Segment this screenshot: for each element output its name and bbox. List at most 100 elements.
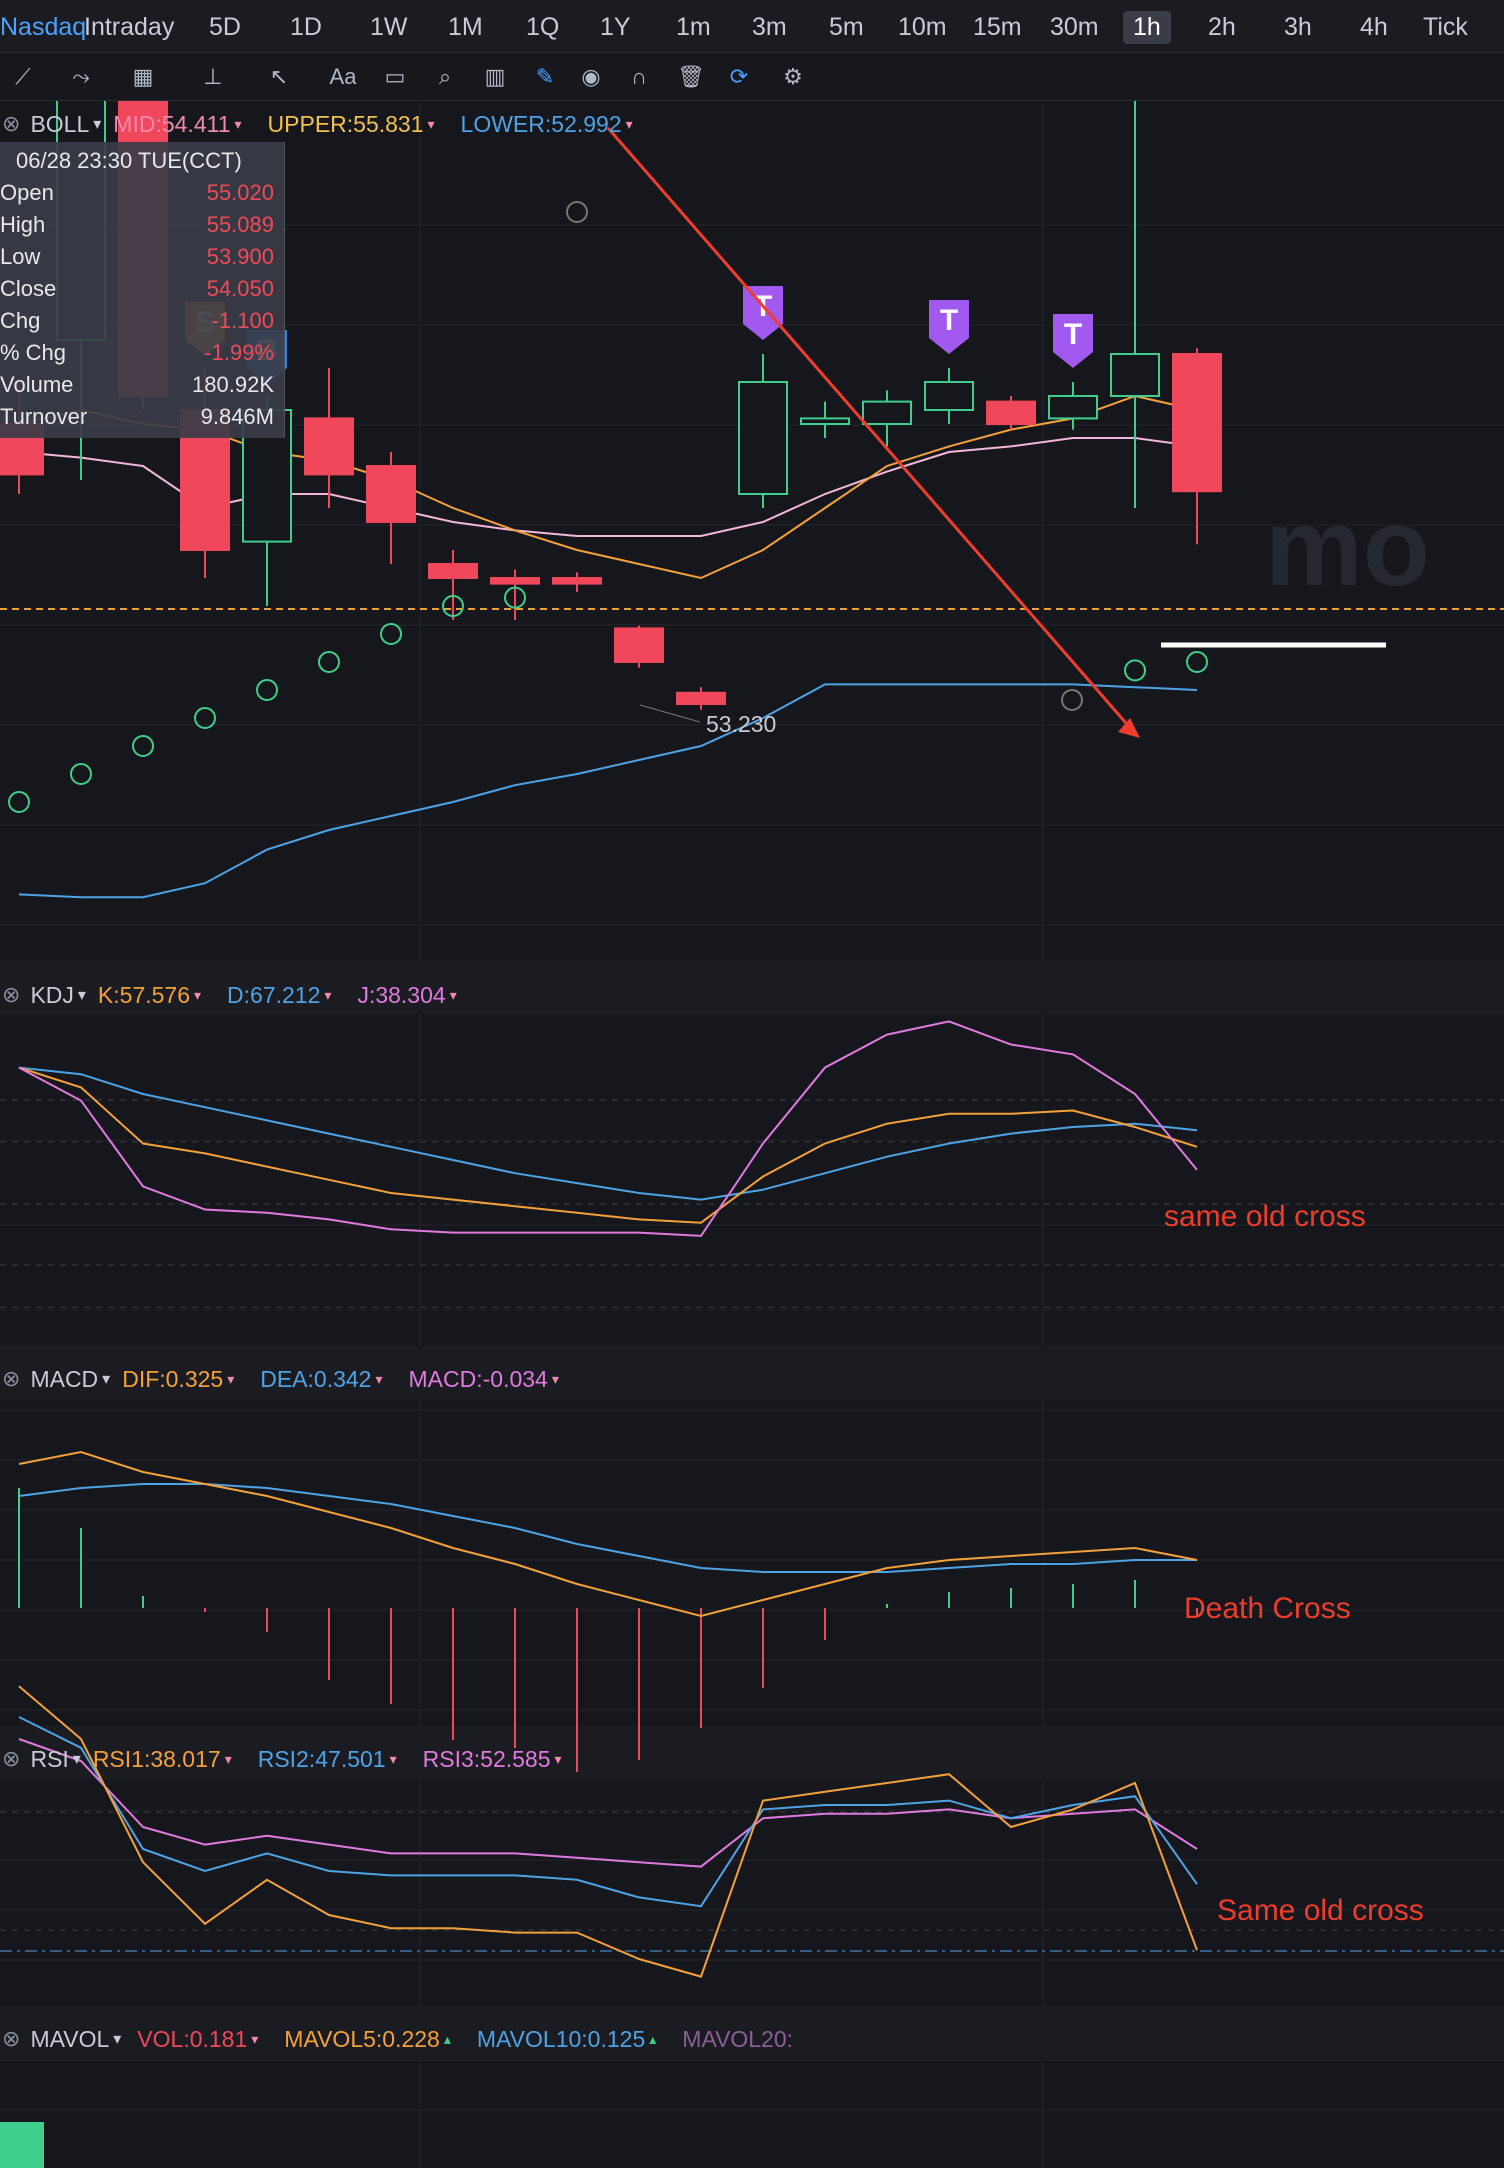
close-icon[interactable]: ⊗ [2, 1746, 21, 1771]
timeframe-5d[interactable]: 5D [209, 13, 241, 41]
caret-icon[interactable]: ▾ [375, 1370, 383, 1387]
caret-icon[interactable]: ▾ [449, 986, 457, 1003]
chevron-down-icon[interactable]: ▾ [77, 987, 86, 1004]
measure-tool-icon[interactable]: ⊥ [203, 64, 223, 89]
comment-icon[interactable]: ▭ [384, 64, 406, 89]
caret-icon[interactable]: ▾ [625, 115, 633, 132]
caret-icon[interactable]: ▾ [554, 1750, 562, 1767]
timeframe-1h[interactable]: 1h [1123, 11, 1171, 44]
sar-dot [442, 595, 464, 617]
macd-dea: DEA:0.342 [260, 1365, 372, 1392]
timeframe-1m[interactable]: 1M [448, 13, 483, 41]
macd-value: MACD:-0.034 [408, 1365, 548, 1392]
timeframe-5m[interactable]: 5m [829, 13, 864, 41]
caret-icon[interactable]: ▾ [427, 115, 435, 132]
close-icon[interactable]: ⊗ [2, 982, 21, 1007]
trend-tool-icon[interactable]: ⤳ [72, 64, 90, 89]
boll-label[interactable]: BOLL [30, 110, 90, 137]
candle-body [366, 465, 416, 523]
line-tool-icon[interactable]: ⟋ [15, 64, 31, 89]
chevron-down-icon[interactable]: ▾ [93, 116, 102, 133]
macd-dif-line [18, 1450, 1198, 1618]
kdj-j-line [18, 1020, 1198, 1237]
eye-icon[interactable]: ◉ [581, 64, 601, 89]
text-tool-icon[interactable]: Aa [329, 64, 357, 89]
price-label: 53.230 [706, 711, 776, 737]
caret-icon[interactable]: ▾ [227, 1370, 235, 1387]
kdj-header: ⊗ KDJ ▾ K:57.576 ▾ D:67.212 ▾ J:38.304 ▾ [0, 975, 461, 1015]
volume-bar [0, 2122, 44, 2168]
timeframe-3h[interactable]: 3h [1284, 13, 1312, 41]
close-icon[interactable]: ⊗ [2, 2026, 21, 2051]
sar-dot [8, 791, 30, 813]
mavol-header: ⊗ MAVOL ▾ VOL:0.181 ▾ MAVOL5:0.228 ▴ MAV… [0, 2019, 797, 2059]
timeframe-2h[interactable]: 2h [1208, 13, 1236, 41]
pen-icon[interactable]: ✎ [535, 64, 555, 89]
tooltip-key: High [0, 212, 46, 237]
tooltip-key: Open [0, 180, 54, 205]
gear-icon[interactable]: ⚙ [783, 64, 803, 89]
cursor-icon[interactable]: ↖ [269, 64, 289, 89]
tooltip-key: % Chg [0, 340, 67, 365]
kdj-label[interactable]: KDJ [30, 981, 74, 1008]
indicator-icon[interactable]: ▥ [484, 64, 506, 89]
chevron-down-icon[interactable]: ▾ [102, 1371, 111, 1388]
tooltip-date: 06/28 23:30 TUE(CCT) [16, 148, 242, 173]
boll-lower-line [18, 683, 1198, 899]
marker-t-icon [743, 286, 783, 340]
caret-icon[interactable]: ▾ [234, 115, 242, 132]
caret-icon[interactable]: ▾ [224, 1750, 232, 1767]
timeframe-1q[interactable]: 1Q [526, 13, 560, 41]
price-label-leader [639, 704, 701, 723]
tooltip-key: Close [0, 276, 57, 301]
fib-tool-icon[interactable]: ▦ [132, 64, 154, 89]
candle-body [614, 627, 664, 664]
tooltip-value: -1.100 [211, 308, 274, 333]
macd-header: ⊗ MACD ▾ DIF:0.325 ▾ DEA:0.342 ▾ MACD:-0… [0, 1359, 563, 1399]
caret-icon[interactable]: ▾ [324, 986, 332, 1003]
tooltip-key: Volume [0, 372, 74, 397]
caret-up-icon[interactable]: ▴ [443, 2030, 451, 2047]
close-icon[interactable]: ⊗ [2, 1366, 21, 1391]
panel-header-bg [0, 1725, 1504, 1780]
timeframe-3m[interactable]: 3m [752, 13, 787, 41]
sar-dot [1186, 651, 1208, 673]
close-icon[interactable]: ⊗ [2, 111, 21, 136]
exchange-label[interactable]: Nasdaq [0, 13, 87, 41]
chevron-down-icon[interactable]: ▾ [72, 1751, 81, 1768]
mavol-label[interactable]: MAVOL [30, 2025, 110, 2052]
candle-body [862, 400, 912, 426]
candle-body [924, 381, 974, 411]
boll-upper: UPPER:55.831 [267, 110, 424, 137]
timeframe-tick[interactable]: Tick [1423, 13, 1468, 41]
magnet-icon[interactable]: ∩ [631, 64, 647, 89]
trash-icon[interactable]: 🗑 [677, 64, 705, 89]
timeframe-1m[interactable]: 1m [676, 13, 711, 41]
timeframe-1d[interactable]: 1D [290, 13, 322, 41]
chevron-down-icon[interactable]: ▾ [113, 2031, 122, 2048]
tooltip-value: 55.020 [206, 180, 274, 205]
timeframe-30m[interactable]: 30m [1050, 13, 1099, 41]
caret-icon[interactable]: ▾ [194, 986, 202, 1003]
caret-icon[interactable]: ▾ [551, 1370, 559, 1387]
timeframe-15m[interactable]: 15m [973, 13, 1022, 41]
caret-icon[interactable]: ▾ [251, 2030, 259, 2047]
timeframe-1y[interactable]: 1Y [600, 13, 631, 41]
ohlc-tooltip: 06/28 23:30 TUE(CCT) Open 55.020 High 55.08… [0, 142, 285, 438]
rsi-label[interactable]: RSI [30, 1745, 69, 1772]
kdj-k: K:57.576 [97, 981, 191, 1008]
caret-icon[interactable]: ▾ [389, 1750, 397, 1767]
macd-label[interactable]: MACD [30, 1365, 99, 1392]
search-icon[interactable]: ⌕ [438, 64, 452, 89]
caret-up-icon[interactable]: ▴ [649, 2030, 657, 2047]
timeframe-4h[interactable]: 4h [1360, 13, 1388, 41]
sync-icon[interactable]: ⟳ [729, 64, 749, 89]
tooltip-row: Chg -1.100 [0, 308, 280, 340]
kdj-j: J:38.304 [357, 981, 446, 1008]
mavol20-value: MAVOL20: [682, 2025, 794, 2052]
timeframe-intraday[interactable]: Intraday [84, 13, 175, 41]
timeframe-1w[interactable]: 1W [370, 13, 408, 41]
timeframe-10m[interactable]: 10m [898, 13, 947, 41]
sar-dot [194, 707, 216, 729]
